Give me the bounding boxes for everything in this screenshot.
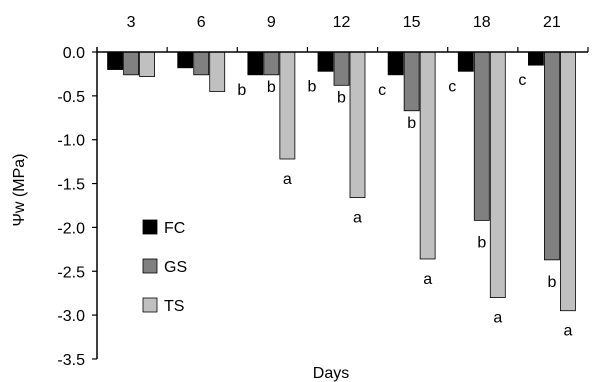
sig-label-gs-day-15: b [407, 115, 416, 132]
bar-fc-day-9 [247, 51, 264, 76]
bar-fc-day-15 [387, 51, 404, 76]
x-tick-label: 18 [473, 14, 491, 31]
bar-ts-day-6 [209, 51, 226, 92]
sig-label-fc-day-9: b [237, 82, 246, 99]
sig-label-gs-day-12: b [337, 89, 346, 106]
bar-fc-day-21 [528, 51, 544, 66]
sig-label-ts-day-21: a [563, 323, 572, 340]
sig-label-ts-day-12: a [353, 210, 362, 227]
legend: FC GS TS [142, 219, 187, 315]
bar-fc-day-12 [317, 51, 334, 72]
bar-gs-day-15 [403, 51, 420, 112]
bar-gs-day-6 [193, 51, 210, 76]
bar-gs-day-9 [263, 51, 280, 76]
significance-labels: b b a b b a c b a c b a c b a [237, 72, 572, 340]
y-axis-title: Ψw (MPa) [11, 154, 28, 227]
x-tick-label: 12 [333, 14, 351, 31]
legend-label-ts: TS [164, 298, 184, 315]
y-tick-label: -2.5 [57, 264, 85, 281]
x-tick-label: 21 [543, 14, 561, 31]
y-tick-label: -0.5 [57, 89, 85, 106]
bar-ts-day-18 [489, 51, 506, 298]
legend-swatch-gs [142, 258, 158, 274]
sig-label-fc-day-21: c [518, 72, 526, 89]
y-tick-label: -3.0 [57, 308, 85, 325]
y-tick-label: -1.0 [57, 133, 85, 150]
bar-fc-day-3 [107, 51, 123, 70]
x-axis-title: Days [313, 365, 349, 382]
legend-label-fc: FC [164, 220, 185, 237]
axes-layer: 3 6 9 12 15 18 21 0.0 -0.5 -1.0 -1.5 -2.0 -2.5 -3.0 -3… [57, 14, 589, 369]
sig-label-ts-day-18: a [493, 310, 502, 327]
sig-label-ts-day-15: a [423, 271, 432, 288]
bar-ts-day-15 [419, 51, 436, 260]
sig-label-fc-day-15: c [378, 82, 386, 99]
y-tick-label: -3.5 [57, 352, 85, 369]
x-tick-label: 6 [197, 14, 206, 31]
x-tick-label: 3 [127, 14, 136, 31]
bar-ts-day-9 [279, 51, 296, 160]
sig-label-gs-day-21: b [547, 274, 556, 291]
bar-gs-day-12 [333, 51, 350, 86]
bar-fc-day-6 [177, 51, 194, 69]
sig-label-gs-day-9: b [267, 79, 276, 96]
bars-layer [107, 51, 576, 312]
sig-label-fc-day-12: b [308, 78, 317, 95]
bar-gs-day-3 [123, 51, 139, 76]
y-tick-label: 0.0 [63, 45, 85, 62]
bar-gs-day-18 [473, 51, 490, 221]
legend-swatch-fc [142, 219, 158, 235]
x-tick-label: 9 [267, 14, 276, 31]
legend-label-gs: GS [164, 259, 187, 276]
y-tick-label: -2.0 [57, 220, 85, 237]
y-tick-label: -1.5 [57, 177, 85, 194]
x-tick-label: 15 [403, 14, 421, 31]
sig-label-fc-day-18: c [448, 78, 456, 95]
legend-swatch-ts [142, 297, 158, 313]
bar-gs-day-21 [544, 51, 560, 261]
bar-ts-day-21 [560, 51, 576, 312]
sig-label-ts-day-9: a [283, 171, 292, 188]
bar-ts-day-12 [349, 51, 366, 198]
bar-ts-day-3 [139, 51, 155, 77]
bar-fc-day-18 [457, 51, 474, 72]
sig-label-gs-day-18: b [477, 234, 486, 251]
